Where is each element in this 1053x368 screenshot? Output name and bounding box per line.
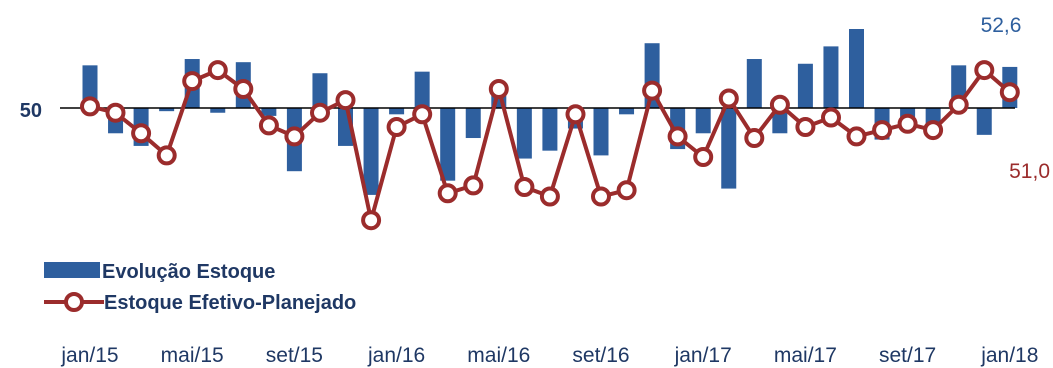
line-point [514, 177, 535, 197]
bar [746, 59, 762, 108]
x-axis-ticks: jan/15 mai/15 set/15 jan/16 mai/16 set/16 jan/… [60, 344, 1038, 367]
bar [619, 108, 635, 115]
bar [210, 108, 226, 113]
line-point [284, 126, 305, 147]
bar [440, 108, 456, 181]
legend-label-bar: Evolução Estoque [102, 261, 275, 283]
x-tick-label: jan/17 [674, 344, 732, 367]
line-point [105, 102, 126, 123]
bar [389, 108, 405, 115]
line-point [488, 79, 509, 99]
line-point [80, 96, 100, 117]
line-point [616, 180, 637, 201]
bar [465, 108, 481, 139]
reference-line-label: 50 [20, 100, 42, 122]
bar [542, 108, 558, 151]
line-point [539, 186, 560, 207]
line-point [642, 80, 663, 101]
end-label-bar: 52,6 [981, 14, 1022, 37]
line-point [693, 147, 714, 167]
line-point [744, 128, 765, 148]
line-point [310, 102, 330, 123]
legend-swatch-bar [44, 262, 100, 278]
bar [797, 63, 813, 108]
bar [772, 108, 788, 134]
line-point [335, 90, 356, 111]
line-point [361, 210, 382, 231]
line-point [233, 79, 254, 99]
line-point [872, 120, 893, 141]
bar [516, 108, 532, 159]
line-point [718, 88, 739, 109]
x-tick-label: jan/16 [367, 344, 425, 367]
end-label-line: 51,0 [1009, 160, 1050, 183]
line-point [667, 126, 688, 147]
bar [261, 108, 277, 116]
line-series-markers [80, 60, 1020, 231]
legend-label-line: Estoque Efetivo-Planejado [104, 292, 356, 314]
bar [363, 108, 379, 195]
line-point [565, 104, 586, 125]
line-point [591, 186, 611, 207]
line-point [769, 94, 790, 115]
x-tick-label: set/15 [266, 344, 323, 367]
line-point [821, 107, 841, 128]
line-point [386, 117, 407, 137]
line-point [948, 94, 969, 115]
x-tick-label: jan/18 [980, 344, 1038, 367]
bar [312, 73, 328, 108]
bar-series [82, 29, 1018, 195]
line-point [258, 115, 279, 136]
line-point [795, 117, 816, 137]
x-tick-label: set/17 [879, 344, 936, 367]
bar [159, 108, 175, 112]
x-tick-label: set/16 [572, 344, 629, 367]
x-tick-label: mai/17 [774, 344, 837, 367]
legend-swatch-marker [64, 292, 84, 312]
bar [721, 108, 737, 189]
line-point [923, 120, 944, 141]
line-point [207, 60, 228, 81]
line-point [463, 175, 484, 196]
line-point [846, 126, 867, 147]
x-tick-label: mai/15 [161, 344, 224, 367]
line-point [182, 71, 203, 92]
x-tick-label: mai/16 [467, 344, 530, 367]
legend: Evolução Estoque Estoque Efetivo-Planeja… [44, 261, 356, 314]
line-point [131, 123, 152, 144]
bar [593, 108, 609, 156]
line-point [897, 113, 918, 134]
bar [849, 29, 864, 108]
bar [414, 71, 430, 108]
x-tick-label: jan/15 [60, 344, 118, 367]
bar [695, 108, 711, 134]
bar [823, 46, 839, 108]
line-point [156, 145, 177, 166]
line-point [974, 60, 995, 81]
line-point [999, 82, 1020, 103]
bar [976, 108, 992, 135]
line-point [437, 183, 458, 204]
line-point [412, 104, 433, 125]
